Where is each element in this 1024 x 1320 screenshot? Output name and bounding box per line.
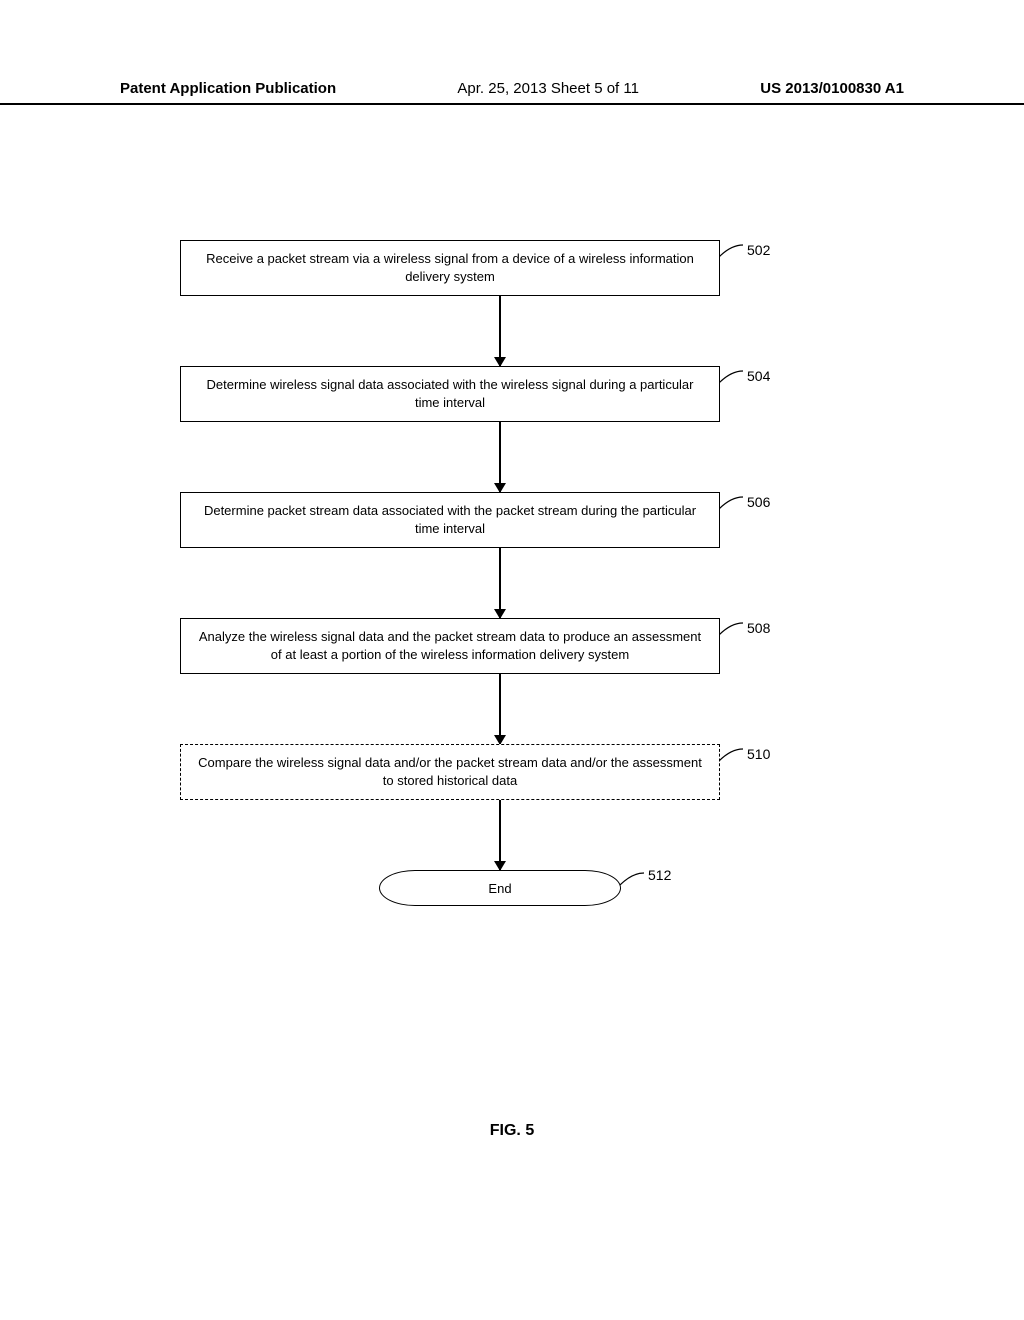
flow-step-510: Compare the wireless signal data and/or … (180, 744, 720, 800)
flow-step-text: Receive a packet stream via a wireless s… (193, 250, 707, 285)
flow-step-text: Determine packet stream data associated … (193, 502, 707, 537)
reference-number: 506 (747, 493, 770, 512)
callout-line (719, 243, 743, 263)
reference-number: 512 (648, 867, 671, 883)
arrow-down-icon (499, 674, 501, 744)
header: Patent Application Publication Apr. 25, … (0, 80, 1024, 105)
arrow-down-icon (499, 548, 501, 618)
reference-number: 502 (747, 241, 770, 260)
page: Patent Application Publication Apr. 25, … (0, 0, 1024, 1320)
callout-line (620, 871, 644, 891)
header-right: US 2013/0100830 A1 (760, 80, 904, 97)
flow-step-508: Analyze the wireless signal data and the… (180, 618, 720, 674)
arrow-down-icon (499, 296, 501, 366)
flow-step-502: Receive a packet stream via a wireless s… (180, 240, 720, 296)
arrow-down-icon (499, 800, 501, 870)
flow-step-504: Determine wireless signal data associate… (180, 366, 720, 422)
header-text-row: Patent Application Publication Apr. 25, … (0, 80, 1024, 103)
arrow-down-icon (499, 422, 501, 492)
callout-line (719, 747, 743, 767)
header-center: Apr. 25, 2013 Sheet 5 of 11 (457, 80, 639, 97)
callout-line (719, 621, 743, 641)
flow-step-text: Determine wireless signal data associate… (193, 376, 707, 411)
flow-step-text: Compare the wireless signal data and/or … (193, 754, 707, 789)
header-left: Patent Application Publication (120, 80, 336, 97)
flow-step-506: Determine packet stream data associated … (180, 492, 720, 548)
flow-terminator: End512 (379, 870, 621, 906)
flow-step-text: Analyze the wireless signal data and the… (193, 628, 707, 663)
figure-caption: FIG. 5 (0, 1122, 1024, 1140)
callout-line (719, 495, 743, 515)
reference-number: 508 (747, 619, 770, 638)
callout-line (719, 369, 743, 389)
reference-number: 510 (747, 745, 770, 764)
reference-number: 504 (747, 367, 770, 386)
flowchart: Receive a packet stream via a wireless s… (180, 240, 820, 906)
terminator-text: End (488, 881, 511, 896)
